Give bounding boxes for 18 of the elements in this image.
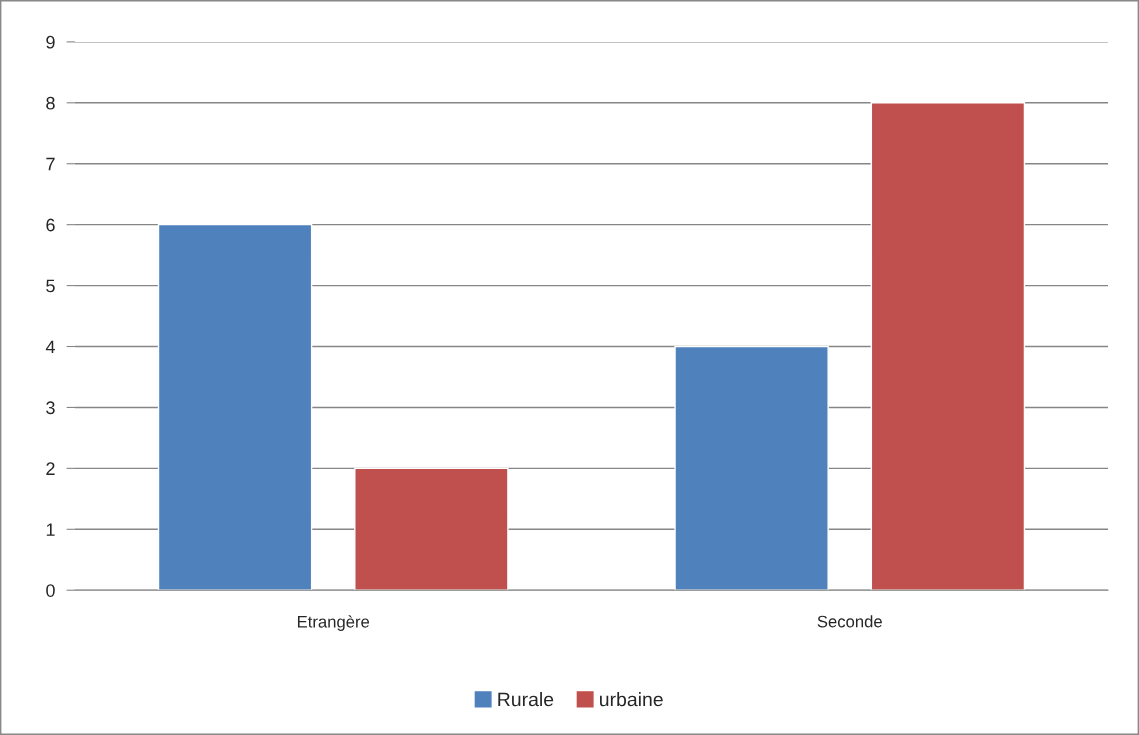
legend-label: Rurale (498, 692, 554, 707)
y-tick-label: 9 (46, 35, 55, 49)
y-tick-label: 4 (45, 340, 55, 354)
y-tick-label: 5 (46, 279, 55, 293)
legend-label: urbaine (600, 692, 663, 707)
bar (157, 223, 313, 591)
y-tick-label: 3 (46, 401, 55, 415)
y-tick-label: 0 (46, 584, 55, 597)
y-tick-label: 7 (46, 157, 55, 171)
y-tick-label: 1 (46, 523, 55, 536)
bar (870, 102, 1026, 591)
bar (674, 345, 829, 591)
x-tick-label: Seconde (817, 615, 882, 628)
bar (354, 467, 509, 591)
y-tick-label: 2 (46, 462, 55, 475)
y-tick-label: 6 (46, 218, 55, 232)
y-tick-label: 8 (46, 96, 55, 110)
x-tick-label: Etrangère (297, 615, 370, 631)
